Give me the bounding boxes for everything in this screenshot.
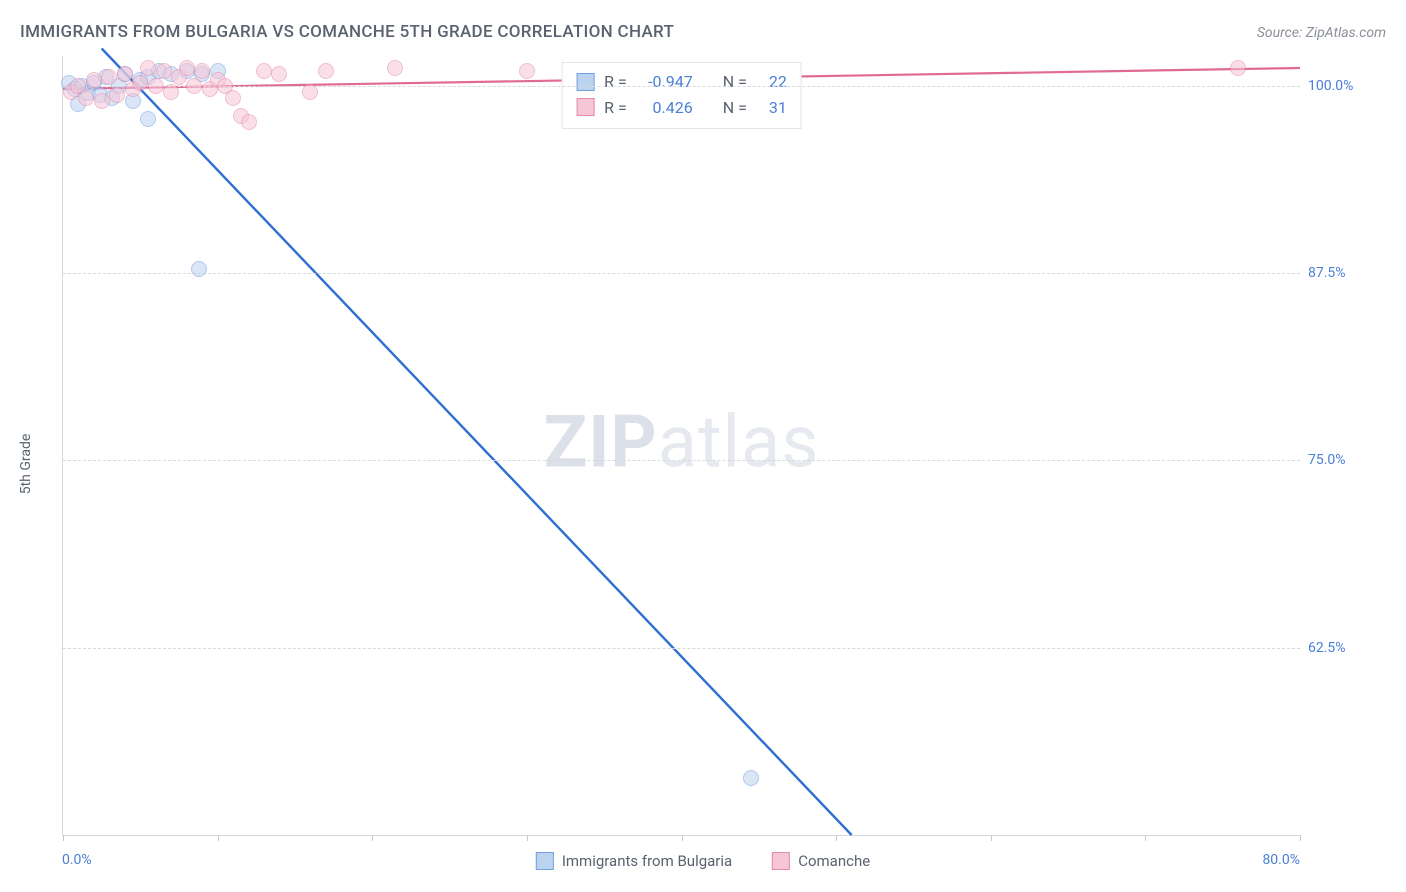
r-label: R = <box>604 69 627 95</box>
n-label: N = <box>723 95 747 121</box>
data-point-comanche <box>109 87 125 103</box>
swatch-bulgaria <box>576 73 594 91</box>
data-point-bulgaria <box>191 261 207 277</box>
legend-item-bulgaria: Immigrants from Bulgaria <box>536 852 732 870</box>
x-axis-max-label: 80.0% <box>1262 852 1300 868</box>
gridline <box>63 460 1300 461</box>
data-point-comanche <box>186 78 202 94</box>
swatch-comanche-icon <box>772 852 790 870</box>
legend-label-comanche: Comanche <box>798 852 870 870</box>
data-point-comanche <box>148 78 164 94</box>
gridline <box>63 273 1300 274</box>
r-value-bulgaria: -0.947 <box>637 69 693 95</box>
x-tick <box>682 835 683 841</box>
data-point-comanche <box>132 75 148 91</box>
data-point-comanche <box>101 69 117 85</box>
header: IMMIGRANTS FROM BULGARIA VS COMANCHE 5TH… <box>20 22 1386 42</box>
source-prefix: Source: <box>1257 25 1306 41</box>
x-axis-min-label: 0.0% <box>62 852 92 868</box>
data-point-bulgaria <box>743 770 759 786</box>
x-tick <box>63 835 64 841</box>
data-point-comanche <box>179 60 195 76</box>
data-point-comanche <box>156 63 172 79</box>
source-name: ZipAtlas.com <box>1306 25 1386 41</box>
data-point-comanche <box>194 63 210 79</box>
chart-container: 5th Grade ZIPatlas R = -0.947 N = 22 R =… <box>20 56 1386 872</box>
y-tick-label: 75.0% <box>1308 452 1380 468</box>
x-tick <box>372 835 373 841</box>
data-point-comanche <box>78 90 94 106</box>
y-axis-title: 5th Grade <box>18 434 34 495</box>
y-tick-label: 100.0% <box>1308 78 1380 94</box>
x-tick <box>836 835 837 841</box>
x-tick <box>218 835 219 841</box>
legend-label-bulgaria: Immigrants from Bulgaria <box>562 852 732 870</box>
n-label: N = <box>723 69 747 95</box>
stats-row-bulgaria: R = -0.947 N = 22 <box>576 69 787 95</box>
gridline <box>63 86 1300 87</box>
plot-area: ZIPatlas R = -0.947 N = 22 R = 0.426 N =… <box>62 56 1300 836</box>
source-credit: Source: ZipAtlas.com <box>1257 25 1386 41</box>
data-point-comanche <box>302 84 318 100</box>
data-point-comanche <box>225 90 241 106</box>
n-value-bulgaria: 22 <box>757 69 787 95</box>
data-point-comanche <box>519 63 535 79</box>
data-point-comanche <box>271 66 287 82</box>
trend-line-bulgaria <box>102 49 852 835</box>
stats-legend-box: R = -0.947 N = 22 R = 0.426 N = 31 <box>561 62 802 129</box>
swatch-bulgaria-icon <box>536 852 554 870</box>
data-point-comanche <box>241 114 257 130</box>
data-point-comanche <box>163 84 179 100</box>
legend-item-comanche: Comanche <box>772 852 870 870</box>
data-point-bulgaria <box>140 111 156 127</box>
data-point-comanche <box>256 63 272 79</box>
data-point-comanche <box>318 63 334 79</box>
r-value-comanche: 0.426 <box>637 95 693 121</box>
series-legend: Immigrants from Bulgaria Comanche <box>536 852 870 870</box>
data-point-comanche <box>94 93 110 109</box>
stats-row-comanche: R = 0.426 N = 31 <box>576 95 787 121</box>
trend-lines-svg <box>63 56 1300 835</box>
x-tick <box>1300 835 1301 841</box>
data-point-comanche <box>387 60 403 76</box>
y-tick-label: 87.5% <box>1308 265 1380 281</box>
x-tick <box>991 835 992 841</box>
x-tick <box>527 835 528 841</box>
r-label: R = <box>604 95 627 121</box>
y-tick-label: 62.5% <box>1308 640 1380 656</box>
data-point-comanche <box>86 72 102 88</box>
gridline <box>63 648 1300 649</box>
n-value-comanche: 31 <box>757 95 787 121</box>
data-point-comanche <box>1230 60 1246 76</box>
swatch-comanche <box>576 98 594 116</box>
data-point-comanche <box>117 66 133 82</box>
x-tick <box>1145 835 1146 841</box>
chart-title: IMMIGRANTS FROM BULGARIA VS COMANCHE 5TH… <box>20 22 674 42</box>
data-point-comanche <box>140 60 156 76</box>
